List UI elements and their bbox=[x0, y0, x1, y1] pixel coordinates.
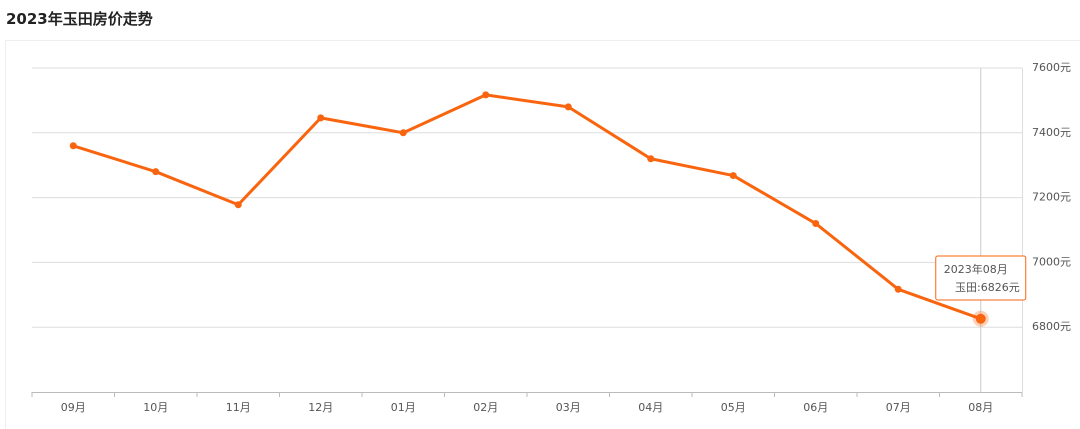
y-tick-label: 7600元 bbox=[1032, 61, 1071, 74]
x-tick-label: 10月 bbox=[143, 401, 168, 414]
marker bbox=[894, 285, 902, 293]
marker bbox=[975, 313, 986, 324]
x-tick-label: 04月 bbox=[638, 401, 663, 414]
marker bbox=[482, 91, 490, 99]
marker bbox=[399, 129, 407, 137]
y-tick-label: 6800元 bbox=[1032, 320, 1071, 333]
tooltip-text: 玉田:6826元 bbox=[955, 281, 1020, 294]
panel bbox=[5, 40, 1080, 429]
x-tick-label: 05月 bbox=[721, 401, 746, 414]
line bbox=[72, 93, 982, 321]
x-tick-label: 11月 bbox=[226, 401, 251, 414]
y-tick-label: 7200元 bbox=[1032, 191, 1071, 204]
y-tick-label: 7000元 bbox=[1032, 255, 1071, 268]
marker bbox=[234, 201, 242, 209]
marker bbox=[729, 172, 737, 180]
x-tick-label: 03月 bbox=[556, 401, 581, 414]
marker bbox=[152, 168, 160, 176]
marker bbox=[647, 155, 655, 163]
x-tick-label: 09月 bbox=[61, 401, 86, 414]
x-tick-label: 08月 bbox=[968, 401, 993, 414]
x-tick-label: 07月 bbox=[886, 401, 911, 414]
x-tick-label: 06月 bbox=[803, 401, 828, 414]
tooltip-box bbox=[935, 255, 1027, 301]
y-tick-label: 7400元 bbox=[1032, 126, 1071, 139]
marker bbox=[317, 114, 325, 122]
marker bbox=[69, 142, 77, 150]
x-tick-label: 01月 bbox=[391, 401, 416, 414]
chart-title: 2023年玉田房价走势 bbox=[6, 10, 153, 28]
marker bbox=[564, 103, 572, 111]
tooltip-title: 2023年08月 bbox=[944, 262, 1008, 276]
x-tick-label: 12月 bbox=[308, 401, 333, 414]
marker bbox=[812, 220, 820, 228]
x-tick-label: 02月 bbox=[473, 401, 498, 414]
